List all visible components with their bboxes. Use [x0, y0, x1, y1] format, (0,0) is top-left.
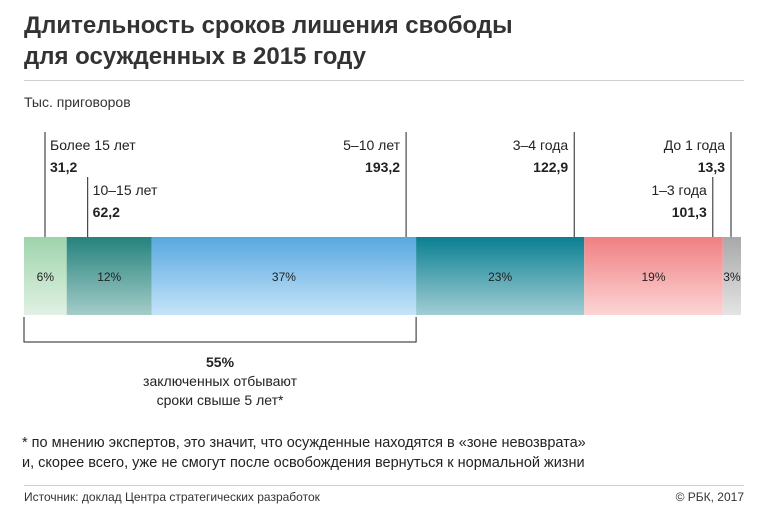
category-label-5: 1–3 года	[651, 182, 707, 198]
bar-percent-label-2: 12%	[97, 270, 121, 284]
category-label-1: Более 15 лет	[50, 137, 136, 153]
category-label-3: 5–10 лет	[343, 137, 401, 153]
category-value-6: 13,3	[698, 159, 725, 175]
category-value-1: 31,2	[50, 159, 77, 175]
category-label-2: 10–15 лет	[93, 182, 158, 198]
bar-percent-label-6: 3%	[723, 270, 741, 284]
annotation-line-1: заключенных отбывают	[143, 373, 298, 389]
bar-segment-5	[584, 237, 723, 315]
annotation-bracket	[23, 317, 417, 343]
bar-segment-4	[416, 237, 585, 315]
chart-title: Длительность сроков лишения свободы для …	[24, 12, 513, 70]
category-value-2: 62,2	[93, 204, 120, 220]
unit-label: Тыс. приговоров	[24, 94, 131, 110]
footer-divider	[24, 485, 744, 486]
category-label-6: До 1 года	[664, 137, 725, 153]
category-value-5: 101,3	[672, 204, 707, 220]
category-value-3: 193,2	[365, 159, 400, 175]
bar-percent-label-5: 19%	[641, 270, 665, 284]
bar-segment-1	[24, 237, 67, 315]
category-value-4: 122,9	[533, 159, 568, 175]
copyright-text: © РБК, 2017	[675, 490, 744, 504]
source-text: Источник: доклад Центра стратегических р…	[24, 490, 320, 504]
stacked-bar-chart: 6% 12% 37% 23% 19% 3% Более 15 лет 31,2 10–15 ле…	[23, 132, 741, 408]
bar-percent-label-4: 23%	[488, 270, 512, 284]
footnote: * по мнению экспертов, это значит, что о…	[22, 435, 586, 471]
bar-segment-6	[722, 237, 741, 315]
bar-percent-label-1: 6%	[37, 270, 55, 284]
bar-percent-label-3: 37%	[272, 270, 296, 284]
title-divider	[24, 80, 744, 81]
annotation-line-2: сроки свыше 5 лет*	[157, 392, 284, 408]
category-label-4: 3–4 года	[513, 137, 569, 153]
bar-segment-3	[151, 237, 417, 315]
annotation-value: 55%	[206, 354, 235, 370]
bar-segment-2	[66, 237, 152, 315]
